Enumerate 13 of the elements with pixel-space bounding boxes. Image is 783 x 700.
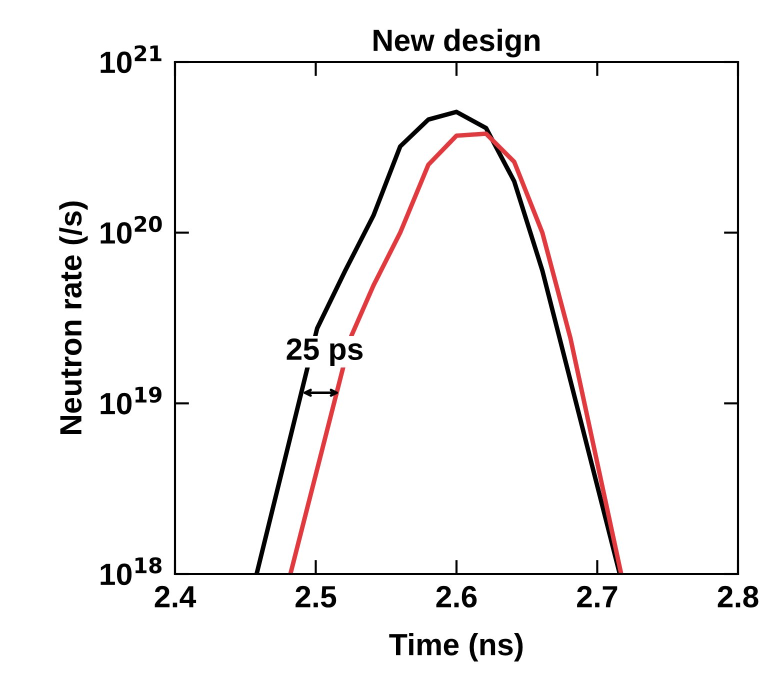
x-tick-label: 2.8 [718,586,758,608]
chart-title: New design [374,28,540,58]
y-tick-label: 10$^{20}$ [100,216,162,244]
x-axis-title: Time (ns) [389,633,523,662]
x-tick-label: 2.5 [296,586,336,608]
y-tick-label: 10$^{21}$ [100,45,162,74]
annotation: 25 ps [286,338,363,366]
x-tick-label: 2.4 [154,586,196,608]
x-tick-label: 2.7 [577,586,618,608]
x-tick-label: 2.6 [436,586,477,608]
y-tick-label: 10$^{19}$ [100,386,162,414]
y-tick-label: 10$^{18}$ [100,557,162,586]
y-axis-title: Neutron rate (/s) [59,202,88,434]
